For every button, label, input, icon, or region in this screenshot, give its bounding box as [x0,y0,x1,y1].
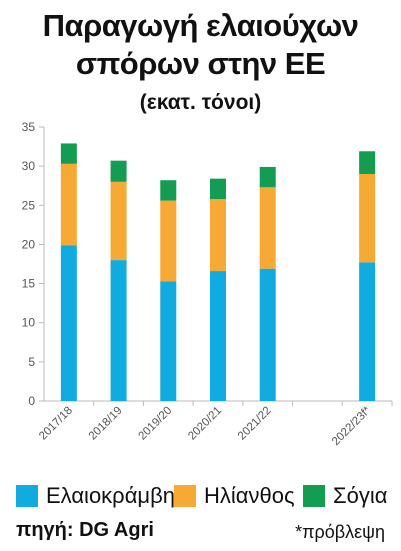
y-tick-label: 10 [22,316,36,330]
bar-segment-rapeseed [160,281,177,401]
bar-segment-sunflower [110,181,127,261]
bar-segment-sunflower [60,163,77,246]
legend-label-rapeseed: Ελαιοκράμβη [46,483,175,508]
legend-label-sunflower: Ηλίανθος [204,483,295,508]
y-tick-label: 25 [22,198,36,212]
y-tick-label: 20 [22,237,36,251]
y-tick-label: 5 [28,355,35,369]
bar-segment-rapeseed [60,245,77,401]
chart-title-line-1: Παραγωγή ελαιούχων [42,8,359,43]
bar-segment-soybean [359,151,376,174]
legend-label-soybean: Σόγια [333,483,388,508]
bar-segment-rapeseed [210,271,226,401]
bar-segment-soybean [259,166,276,188]
legend-swatch-rapeseed [16,485,38,507]
bar-segment-soybean [110,160,127,182]
y-tick-label: 35 [22,120,36,134]
legend: Ελαιοκράμβη Ηλίανθος Σόγια [0,481,401,511]
bar-segment-soybean [160,180,177,201]
bar-segment-sunflower [210,199,226,272]
chart-subtitle: (εκατ. τόνοι) [139,91,262,114]
x-tick-label: 2017/18 [37,405,75,443]
bar-segment-rapeseed [259,268,276,401]
legend-swatch-sunflower [174,485,196,507]
legend-item-rapeseed: Ελαιοκράμβη [16,481,175,511]
legend-swatch-soybean [303,485,325,507]
bar-segment-sunflower [259,187,276,269]
x-tick-label: 2020/21 [186,405,224,443]
x-tick-label: 2022/23f* [330,404,374,448]
bar-segment-rapeseed [359,262,376,401]
chart-title-line-2: σπόρων στην ΕΕ [75,46,326,81]
y-tick-label: 30 [22,159,36,173]
forecast-footnote: *πρόβλεψη [295,522,385,542]
source-label: πηγή: [16,519,74,541]
source-line: πηγή: DG Agri [16,518,154,542]
legend-item-soybean: Σόγια [303,481,387,511]
x-tick-label: 2021/22 [236,405,274,443]
x-tick-label: 2018/19 [87,405,125,443]
x-tick-label: 2019/20 [137,405,175,443]
bar-segment-soybean [60,143,77,164]
source-value: DG Agri [79,519,154,541]
bar-segment-sunflower [359,173,376,263]
y-tick-label: 0 [28,394,35,408]
bar-segment-sunflower [160,200,177,282]
stacked-bar-chart: 0 5 10 15 20 25 30 35 2017/18 2018/19 2019/20 2020/… [22,120,393,448]
bar-segment-soybean [210,178,226,200]
y-tick-label: 15 [22,277,36,291]
legend-item-sunflower: Ηλίανθος [174,481,295,511]
bar-segment-rapeseed [110,260,127,401]
